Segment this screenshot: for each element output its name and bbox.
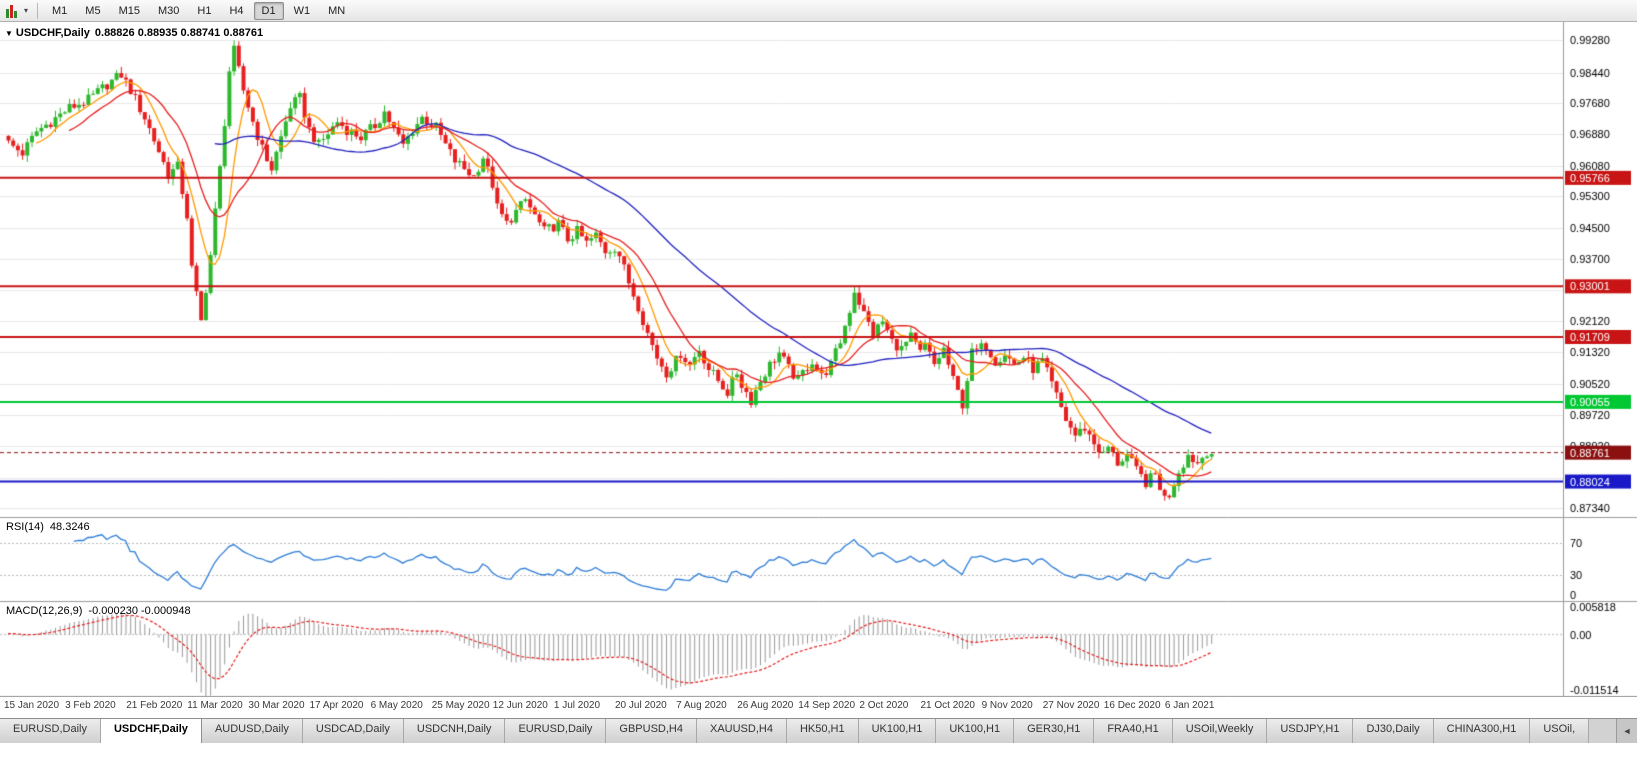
- date-axis: 15 Jan 2020 3 Feb 2020 21 Feb 2020 11 Mar 2…: [0, 697, 1637, 715]
- chart-tab[interactable]: USOil,: [1530, 719, 1590, 743]
- chart-canvas[interactable]: [0, 22, 1637, 697]
- chart-tab[interactable]: FRA40,H1: [1094, 719, 1173, 743]
- macd-name: MACD(12,26,9): [6, 605, 83, 617]
- date-label: 15 Jan 2020: [4, 700, 60, 711]
- chart-tab[interactable]: XAUUSD,H4: [696, 719, 787, 743]
- date-label: 14 Sep 2020: [798, 700, 856, 711]
- chart-tabs: EURUSD,Daily USDCHF,Daily AUDUSD,Daily USDC…: [0, 719, 1616, 743]
- tab-scroll-left-icon[interactable]: ◄: [1616, 719, 1637, 743]
- timeframe-buttons: M1 M5 M15 M30 H1 H4 D1 W1 MN: [43, 1, 354, 20]
- chart-tab[interactable]: CHINA300,H1: [1433, 719, 1531, 743]
- symbol-name: USDCHF,Daily: [15, 27, 90, 39]
- date-label: 21 Feb 2020: [126, 700, 183, 711]
- date-label: 7 Aug 2020: [676, 700, 727, 711]
- date-label: 30 Mar 2020: [248, 700, 305, 711]
- ohlc-values: 0.88826 0.88935 0.88741 0.88761: [94, 27, 264, 39]
- chart-tab[interactable]: USDJPY,H1: [1267, 719, 1354, 743]
- macd-label: MACD(12,26,9) -0.000230 -0.000948: [6, 605, 197, 617]
- timeframe-m1[interactable]: M1: [52, 4, 68, 17]
- chart-tab[interactable]: AUDUSD,Daily: [201, 719, 303, 743]
- timeframe-w1[interactable]: W1: [293, 4, 311, 17]
- chart-tab[interactable]: HK50,H1: [786, 719, 859, 743]
- timeframe-d1[interactable]: D1: [253, 1, 284, 20]
- chart-tab[interactable]: USDCHF,Daily: [100, 719, 202, 743]
- date-label: 27 Nov 2020: [1042, 700, 1100, 711]
- timeframe-toolbar: ▾ M1 M5 M15 M30 H1 H4 D1 W1 MN: [0, 0, 1637, 22]
- date-label: 2 Oct 2020: [859, 700, 909, 711]
- date-label: 1 Jul 2020: [553, 700, 601, 711]
- date-label: 25 May 2020: [431, 700, 490, 711]
- date-label: 6 Jan 2021: [1164, 700, 1215, 711]
- rsi-label: RSI(14) 48.3246: [6, 521, 96, 533]
- chart-tab[interactable]: USOil,Weekly: [1172, 719, 1268, 743]
- chart-tab[interactable]: DJ30,Daily: [1353, 719, 1434, 743]
- chart-tab[interactable]: UK100,H1: [936, 719, 1015, 743]
- chart-tab[interactable]: USDCNH,Daily: [403, 719, 506, 743]
- toolbar-separator: [37, 2, 39, 19]
- date-label: 3 Feb 2020: [65, 700, 116, 711]
- symbol-ohlc-label: ▼ USDCHF,Daily 0.88826 0.88935 0.88741 0.8…: [5, 27, 268, 39]
- chart-type-icon[interactable]: [6, 4, 22, 18]
- timeframe-h1[interactable]: H1: [197, 4, 212, 17]
- rsi-value: 48.3246: [49, 521, 90, 533]
- chart-tab[interactable]: EURUSD,Daily: [505, 719, 607, 743]
- macd-values: -0.000230 -0.000948: [88, 605, 191, 617]
- date-label: 26 Aug 2020: [737, 700, 794, 711]
- timeframe-m30[interactable]: M30: [157, 4, 180, 17]
- rsi-name: RSI(14): [6, 521, 44, 533]
- collapse-triangle-icon[interactable]: ▼: [5, 29, 13, 38]
- timeframe-mn[interactable]: MN: [328, 4, 346, 17]
- chart-tab[interactable]: UK100,H1: [858, 719, 937, 743]
- date-label: 16 Dec 2020: [1103, 700, 1161, 711]
- chart-type-dropdown-icon[interactable]: ▾: [24, 6, 29, 15]
- chart-tab[interactable]: GER30,H1: [1014, 719, 1095, 743]
- chart-tab[interactable]: USDCAD,Daily: [302, 719, 404, 743]
- chart-tab[interactable]: EURUSD,Daily: [0, 719, 101, 743]
- timeframe-m15[interactable]: M15: [118, 4, 140, 17]
- date-label: 17 Apr 2020: [309, 700, 364, 711]
- chart-tabbar: EURUSD,Daily USDCHF,Daily AUDUSD,Daily USDC…: [0, 718, 1637, 743]
- date-label: 21 Oct 2020: [920, 700, 975, 711]
- date-label: 12 Jun 2020: [492, 700, 548, 711]
- chart-tab[interactable]: GBPUSD,H4: [606, 719, 697, 743]
- date-label: 9 Nov 2020: [981, 700, 1033, 711]
- date-label: 11 Mar 2020: [187, 700, 243, 711]
- date-label: 6 May 2020: [370, 700, 423, 711]
- date-label: 20 Jul 2020: [615, 700, 667, 711]
- timeframe-m5[interactable]: M5: [85, 4, 101, 17]
- timeframe-h4[interactable]: H4: [229, 4, 244, 17]
